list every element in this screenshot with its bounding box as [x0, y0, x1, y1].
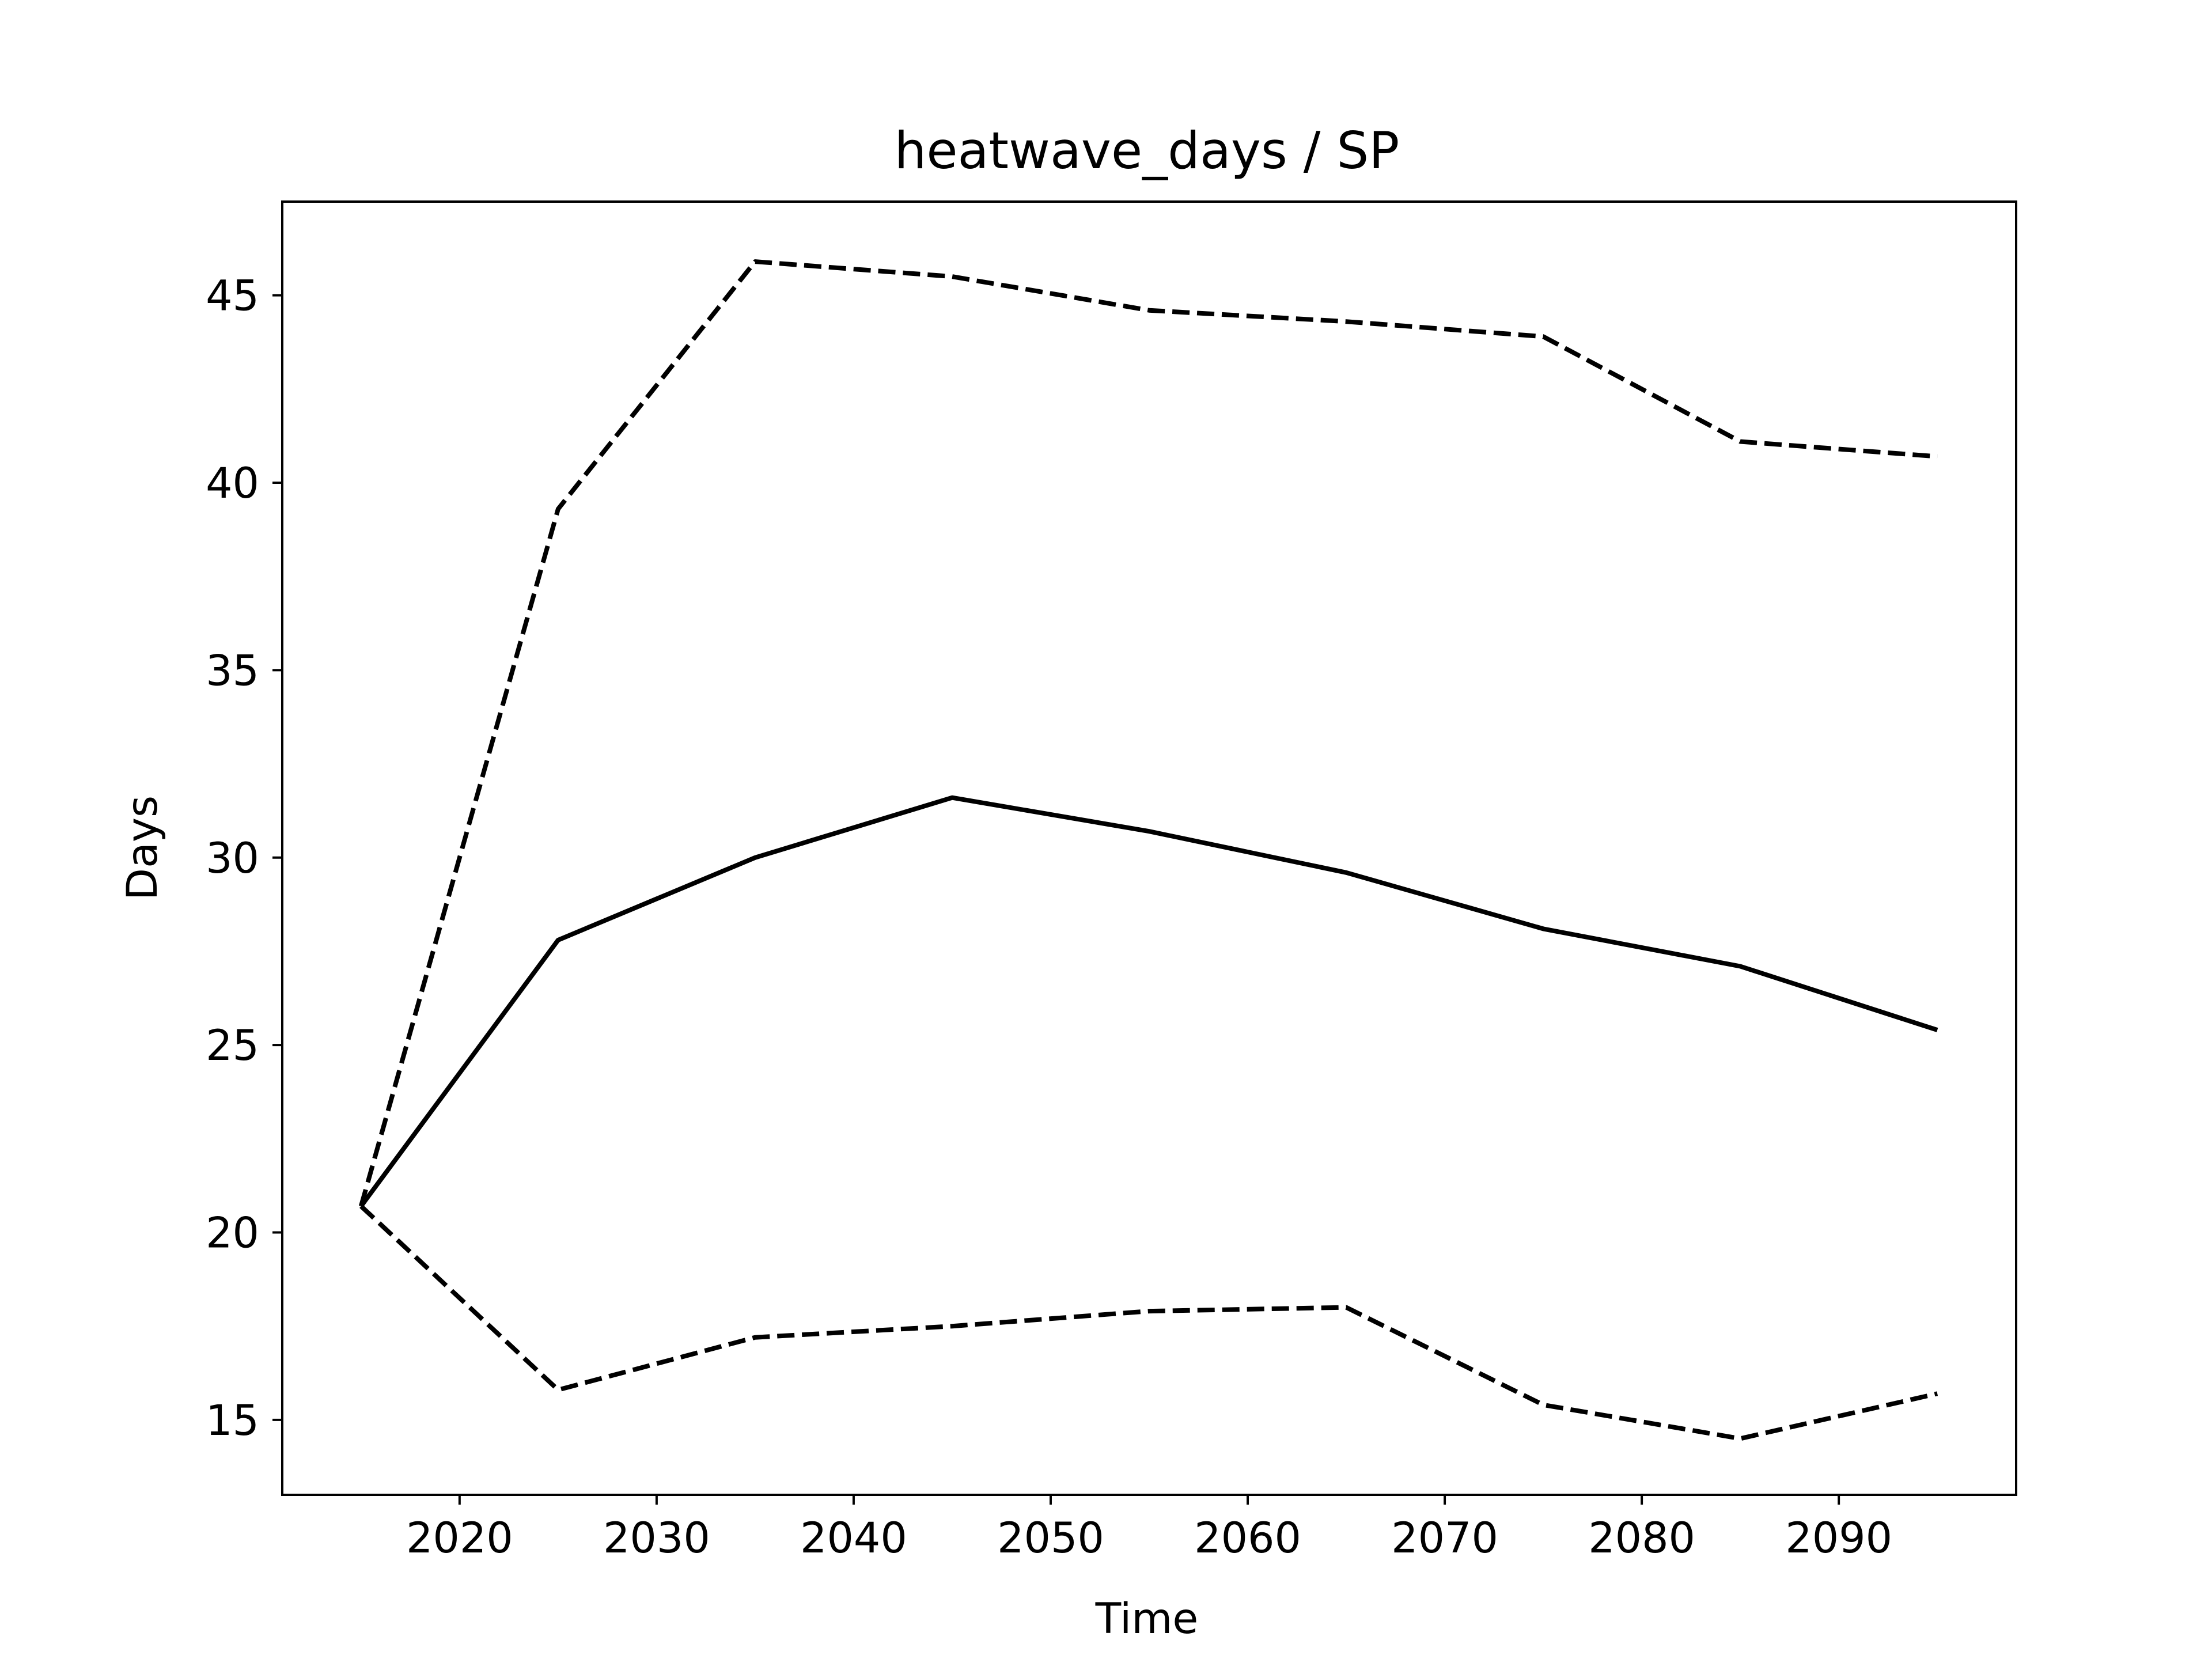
y-tick-label: 25: [206, 1021, 259, 1070]
y-axis: 15 20 25 30 35 40 45: [206, 272, 282, 1445]
series-line-2: [358, 259, 1938, 1207]
x-tick-label: 2080: [1588, 1514, 1695, 1563]
x-tick-label: 2030: [603, 1514, 710, 1563]
series-line-1: [359, 795, 1938, 1208]
plot-area-frame: [281, 200, 2017, 1496]
x-tick-label: 2060: [1194, 1514, 1301, 1563]
x-tick-label: 2050: [997, 1514, 1104, 1563]
y-tick-label: 35: [206, 646, 259, 695]
series-line-3: [359, 1204, 1938, 1441]
x-tick-label: 2070: [1391, 1514, 1498, 1563]
series-layer: [358, 259, 1938, 1441]
x-tick-label: 2020: [406, 1514, 513, 1563]
y-axis-label: Days: [118, 796, 167, 900]
chart-title: heatwave_days / SP: [895, 121, 1400, 180]
x-tick-label: 2040: [800, 1514, 907, 1563]
y-tick-label: 20: [206, 1209, 259, 1257]
x-tick-label: 2090: [1785, 1514, 1892, 1563]
y-tick-label: 45: [206, 272, 259, 321]
x-axis-label: Time: [1095, 1594, 1199, 1643]
y-tick-label: 15: [206, 1396, 259, 1445]
x-axis: 2020 2030 2040 2050 2060 2070 2080 2090: [406, 1495, 1892, 1563]
y-tick-label: 40: [206, 459, 259, 508]
y-tick-label: 30: [206, 834, 259, 883]
